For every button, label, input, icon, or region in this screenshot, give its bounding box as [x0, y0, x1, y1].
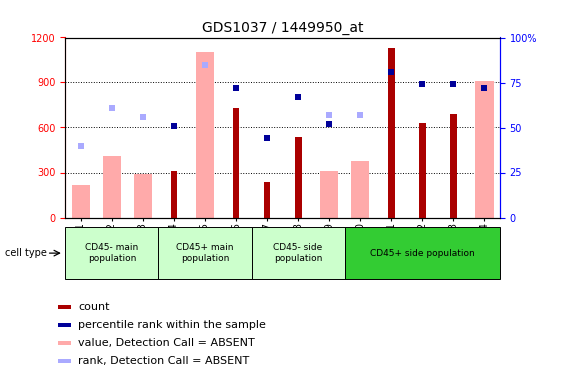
Bar	[59, 341, 71, 345]
Text: value, Detection Call = ABSENT: value, Detection Call = ABSENT	[78, 338, 255, 348]
Text: cell type: cell type	[5, 248, 50, 258]
Bar	[133, 174, 152, 217]
Bar	[103, 156, 121, 218]
Bar	[72, 184, 90, 218]
Bar	[59, 305, 71, 309]
Bar	[158, 227, 252, 279]
Bar	[295, 136, 302, 218]
Bar	[475, 81, 494, 218]
Bar	[59, 323, 71, 327]
Text: CD45- main
population: CD45- main population	[85, 243, 139, 263]
Text: percentile rank within the sample: percentile rank within the sample	[78, 320, 266, 330]
Bar	[419, 123, 425, 218]
Bar	[264, 182, 270, 218]
Text: count: count	[78, 302, 110, 312]
Text: CD45+ side population: CD45+ side population	[370, 249, 475, 258]
Bar	[59, 359, 71, 363]
Bar	[388, 48, 395, 217]
Text: rank, Detection Call = ABSENT: rank, Detection Call = ABSENT	[78, 356, 250, 366]
Bar	[65, 227, 158, 279]
Bar	[170, 171, 177, 217]
Text: CD45- side
population: CD45- side population	[273, 243, 323, 263]
Bar	[450, 114, 457, 218]
Bar	[195, 53, 214, 217]
Bar	[320, 171, 339, 217]
Bar	[345, 227, 500, 279]
Bar	[351, 160, 369, 218]
Bar	[252, 227, 345, 279]
Text: CD45+ main
population: CD45+ main population	[176, 243, 234, 263]
Title: GDS1037 / 1449950_at: GDS1037 / 1449950_at	[202, 21, 364, 35]
Bar	[233, 108, 240, 218]
